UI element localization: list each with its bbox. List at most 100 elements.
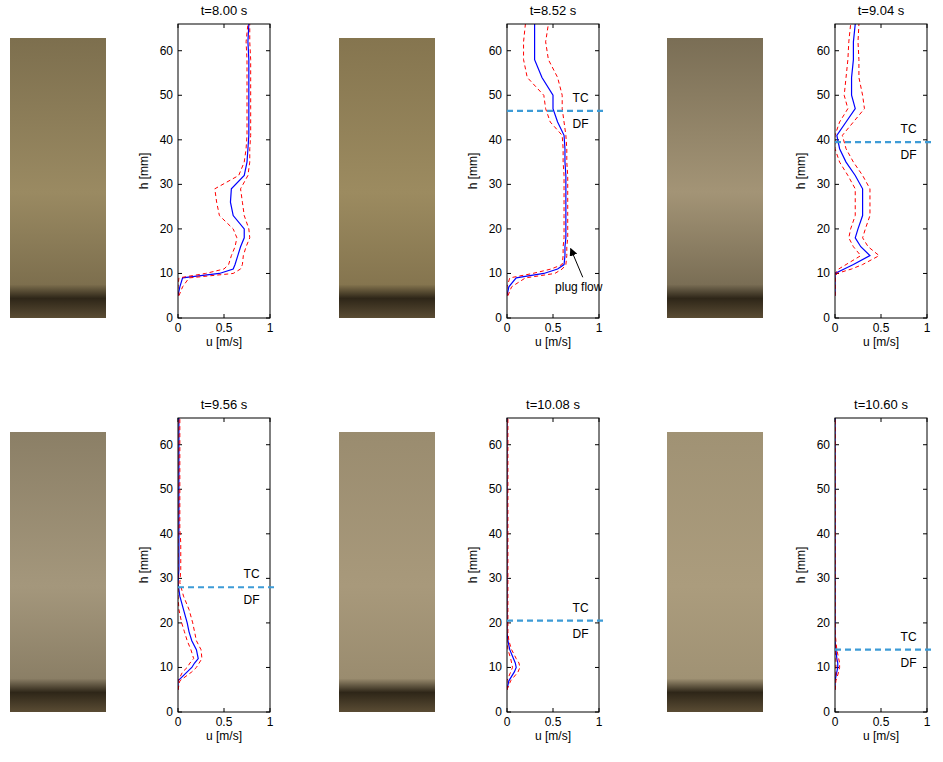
x-tick [553,314,554,318]
y-tick [923,273,927,274]
y-tick-label: 0 [495,705,502,719]
y-tick [266,50,270,51]
x-tick-label: 0 [504,321,511,335]
y-tick-label: 0 [823,311,830,325]
plot-area [835,24,927,318]
y-tick [595,622,599,623]
y-tick [507,139,511,140]
x-tick-label: 1 [596,321,603,335]
y-tick [595,578,599,579]
y-tick [266,533,270,534]
y-tick [266,95,270,96]
x-axis-title: u [m/s] [206,335,242,349]
y-tick [178,273,182,274]
y-axis-title: h [mm] [466,153,480,190]
y-tick-label: 60 [489,44,503,58]
frame [178,24,270,318]
interface-line [507,620,607,622]
y-tick-label: 30 [160,177,174,191]
x-tick-label: 0.5 [545,321,562,335]
y-tick [835,50,839,51]
plot-area [507,418,599,712]
panel: 00.510102030405060TCDFt=10.08 su [m/s]h … [339,397,607,743]
y-tick [923,444,927,445]
x-tick [553,418,554,422]
y-tick [266,139,270,140]
tc-label: TC [244,567,260,581]
profile-line [178,418,202,690]
x-tick-label: 1 [596,715,603,729]
y-tick [595,667,599,668]
annotation: plug flow [555,280,603,294]
y-tick [923,578,927,579]
y-axis-title: h [mm] [794,547,808,584]
y-tick [178,50,182,51]
y-tick-label: 0 [823,705,830,719]
y-tick-label: 20 [489,616,503,630]
x-axis-title: u [m/s] [206,729,242,743]
y-tick-label: 50 [160,88,174,102]
x-tick [553,708,554,712]
tc-label: TC [901,122,917,136]
y-tick [595,489,599,490]
photo [339,432,435,712]
y-tick-label: 50 [160,482,174,496]
x-tick-label: 0.5 [873,715,890,729]
x-tick-label: 0 [175,715,182,729]
x-tick-label: 0 [504,715,511,729]
y-tick [923,139,927,140]
profile-line [835,24,861,296]
plot-area [507,24,599,318]
tc-label: TC [573,601,589,615]
photo [10,38,106,318]
x-tick-label: 0 [832,715,839,729]
tc-label: TC [573,91,589,105]
y-tick-label: 10 [489,266,503,280]
y-axis-title: h [mm] [137,547,151,584]
x-tick-label: 1 [267,715,274,729]
profile-line [179,24,251,296]
profile-line [507,418,520,690]
profile-line [178,418,194,690]
y-tick-label: 50 [817,88,831,102]
y-tick [835,228,839,229]
profile-line [507,24,566,296]
y-tick-label: 20 [489,222,503,236]
y-tick-label: 30 [817,571,831,585]
x-tick-label: 1 [924,321,931,335]
panel: 00.510102030405060t=8.00 su [m/s]h [mm] [10,3,274,349]
y-tick-label: 20 [160,222,174,236]
lines [835,24,879,296]
y-tick-label: 10 [160,266,174,280]
y-tick-label: 40 [489,133,503,147]
y-tick [835,184,839,185]
y-tick-label: 60 [489,438,503,452]
y-tick-label: 40 [817,133,831,147]
x-axis-title: u [m/s] [535,335,571,349]
x-tick [881,314,882,318]
y-tick [923,184,927,185]
y-tick [507,228,511,229]
profile-line [507,24,564,296]
interface-line [835,141,935,143]
y-tick-label: 40 [160,133,174,147]
y-tick [507,667,511,668]
y-tick [266,184,270,185]
y-tick [923,622,927,623]
y-tick [178,184,182,185]
tc-label: TC [901,630,917,644]
y-tick-label: 50 [489,88,503,102]
panel-title: t=10.08 s [526,397,580,412]
y-tick [923,667,927,668]
interface-line [178,586,278,588]
y-tick-label: 60 [817,438,831,452]
lines [178,418,202,690]
x-tick-label: 0.5 [216,715,233,729]
photo [667,432,763,712]
y-tick [507,50,511,51]
lines [507,24,568,296]
y-tick-label: 20 [160,616,174,630]
panel: 00.510102030405060TCDFt=9.04 su [m/s]h [… [667,3,935,349]
x-tick-label: 0 [175,321,182,335]
x-tick [553,24,554,28]
